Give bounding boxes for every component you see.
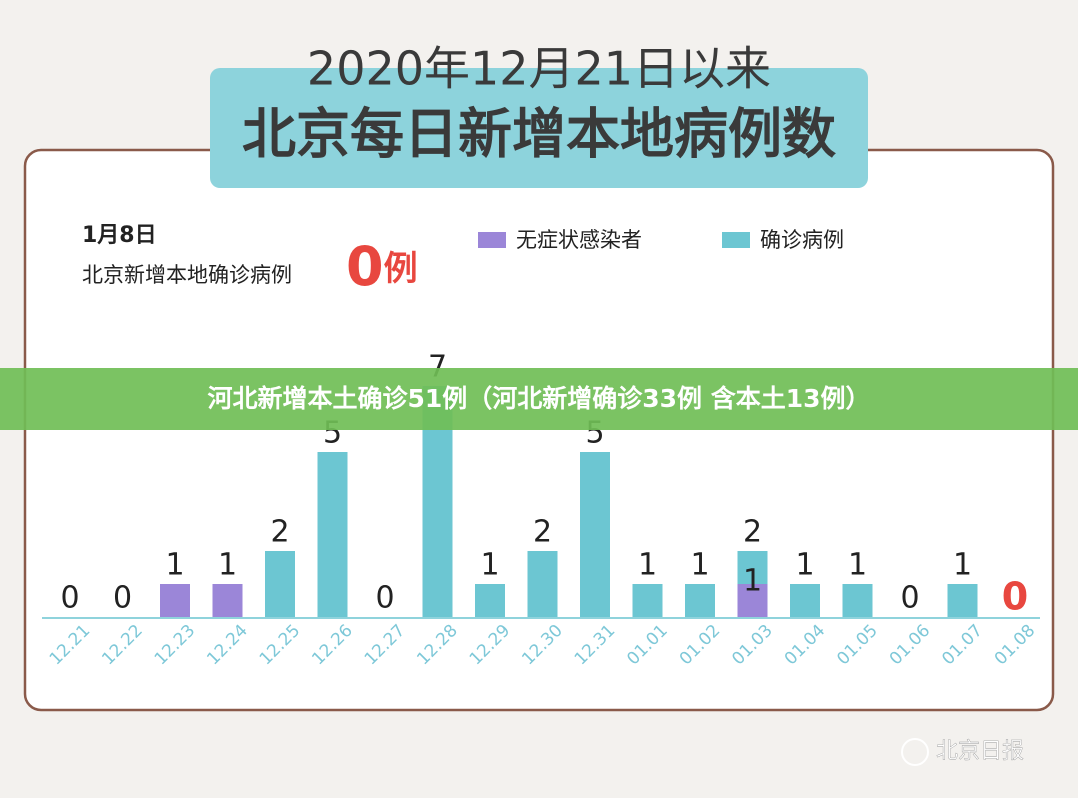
total-label: 0 [60, 581, 79, 616]
bar [265, 551, 295, 617]
banner: 河北新增本土确诊51例（河北新增确诊33例 含本土13例） [207, 384, 870, 413]
watermark: 北京日报 [936, 739, 1024, 764]
legend-swatch [478, 232, 506, 248]
total-label: 2 [533, 515, 552, 550]
bar [790, 584, 820, 617]
bar [685, 584, 715, 617]
bar [632, 584, 663, 617]
legend-swatch [722, 232, 750, 248]
total-label: 1 [480, 548, 499, 583]
total-label: 1 [165, 548, 184, 583]
total-label: 1 [848, 548, 867, 583]
bar [317, 452, 348, 617]
banner-bg [0, 368, 1078, 430]
bar [737, 584, 768, 617]
total-label: 0 [900, 581, 919, 616]
count-headline: 0例 [346, 235, 418, 298]
total-label: 2 [743, 515, 762, 550]
chart-subtitle: 北京每日新增本地病例数 [242, 103, 836, 166]
total-label: 2 [270, 515, 289, 550]
total-label: 1 [795, 548, 814, 583]
watermark-icon [901, 738, 929, 766]
chart-title: 2020年12月21日以来 [307, 42, 771, 96]
count-value: 0 [346, 235, 384, 298]
total-label: 0 [113, 581, 132, 616]
title-box [210, 68, 868, 188]
segment-label: 1 [743, 564, 762, 599]
count-unit: 例 [384, 249, 418, 289]
bar [947, 584, 978, 617]
total-label: 0 [375, 581, 394, 616]
legend-label: 无症状感染者 [516, 228, 642, 252]
bar [737, 551, 768, 584]
total-label: 0 [1002, 575, 1028, 619]
total-label: 1 [218, 548, 237, 583]
total-label: 1 [638, 548, 657, 583]
bar [475, 584, 505, 617]
bar [527, 551, 558, 617]
total-label: 1 [690, 548, 709, 583]
count-text: 北京新增本地确诊病例 [82, 263, 292, 287]
legend-label: 确诊病例 [760, 228, 844, 252]
bar [160, 584, 190, 617]
bar [842, 584, 873, 617]
date-note: 1月8日 [82, 223, 157, 248]
bar [212, 584, 243, 617]
bar [580, 452, 610, 617]
total-label: 1 [953, 548, 972, 583]
